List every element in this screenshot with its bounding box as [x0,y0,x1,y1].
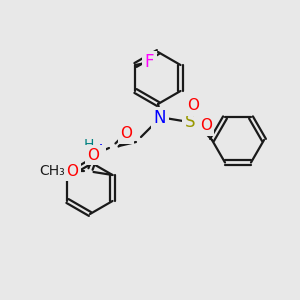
Text: H: H [84,138,94,152]
Text: O: O [67,164,79,178]
Text: O: O [200,118,212,134]
Text: S: S [185,113,195,131]
Text: N: N [91,143,103,161]
Text: F: F [145,53,154,71]
Text: O: O [88,148,100,163]
Text: O: O [120,127,132,142]
Text: CH₃: CH₃ [40,164,65,178]
Text: N: N [154,109,166,127]
Text: O: O [187,98,199,113]
